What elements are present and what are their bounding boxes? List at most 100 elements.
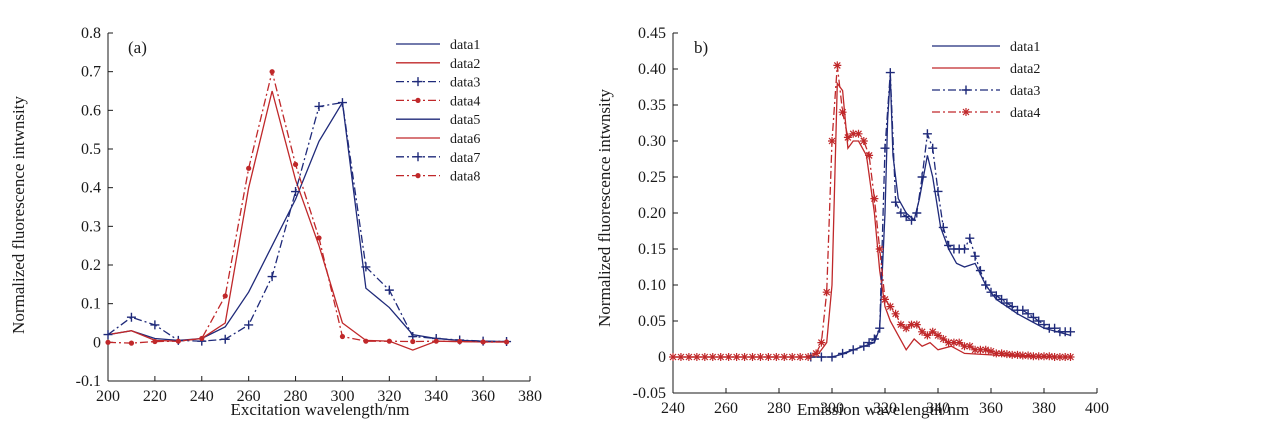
panel-b-series-data2-line — [673, 81, 1071, 358]
panel-b-series-data3-point — [1018, 305, 1028, 315]
panel-b-series-data3-point — [1028, 312, 1038, 322]
panel-a-series-data3-point — [337, 98, 347, 108]
panel-a-series-data4-markers — [105, 69, 510, 346]
panel-a-legend-label-data4: data4 — [450, 94, 480, 109]
panel-b-series-data3-point — [986, 287, 996, 297]
panel-a-axes — [107, 33, 530, 382]
panel-b-series-data3-point — [981, 280, 991, 290]
panel-b-series-data3-point — [875, 323, 885, 333]
panel-b-legend-label-data4: data4 — [1010, 106, 1040, 121]
panel-a-x-tick-label: 280 — [284, 388, 308, 405]
panel-b-series-data4-point — [1002, 350, 1011, 359]
panel-a-x-tick-label: 300 — [330, 388, 354, 405]
panel-b-series-data4-point — [949, 338, 958, 347]
panel-b-series-data4-point — [918, 327, 927, 336]
panel-b-series-data4-point — [1040, 352, 1048, 361]
panel-b-series-data4-point — [833, 61, 842, 70]
panel-a-series-data3-point — [126, 312, 136, 322]
panel-a-series-data4-point — [152, 338, 158, 345]
panel-b-series — [669, 61, 1075, 362]
panel-a-series-data4-point — [339, 333, 346, 340]
panel-b-series-data4-point — [817, 338, 826, 347]
panel-b-series-data4-point — [891, 309, 900, 318]
panel-b-x-tick-label: 340 — [926, 400, 950, 417]
panel-b-series-data3-point — [869, 334, 879, 344]
panel-a-legend-label-data6: data6 — [450, 132, 480, 147]
panel-b-series-data3-point — [864, 338, 874, 348]
chart-panel-b: Normalized fluorescence intwnsity Emissi… — [595, 25, 1109, 419]
panel-b-y-tick-label: 0.15 — [638, 241, 666, 258]
panel-b-series-data4-point — [716, 353, 725, 361]
panel-b-x-tick-label: 320 — [873, 400, 897, 417]
panel-a-series-data2-line — [107, 90, 507, 351]
panel-b-series-data4-point — [944, 338, 953, 347]
panel-b-series-data4-markers — [669, 61, 1075, 361]
panel-a-series-data4-point — [457, 338, 463, 345]
panel-a-series-data4-point — [316, 235, 322, 241]
panel-b-series-data4-point — [780, 353, 789, 361]
panel-b-x-tick-label: 300 — [820, 400, 844, 417]
panel-a-series-data4-point — [480, 339, 486, 345]
panel-a-y-tick-label: 0.6 — [81, 102, 101, 119]
panel-a-y-tick-label: 0.3 — [81, 218, 101, 235]
panel-b-series-data4-point — [870, 194, 879, 203]
panel-a-legend: data1 data2 data3 data4 data5 data6 data7 data8 — [396, 38, 480, 185]
panel-b-legend-label-data3: data3 — [1010, 84, 1040, 99]
panel-b-series-data4-point — [965, 342, 974, 351]
panel-b-series-data3-point — [827, 352, 837, 362]
panel-a-series-data4-line — [107, 71, 507, 344]
panel-b-series-data3-point — [901, 212, 911, 222]
panel-a-legend-marker-data4 — [415, 97, 421, 103]
panel-b-series-data3-markers — [806, 68, 1075, 362]
panel-a-legend-label-data3: data3 — [450, 76, 480, 91]
panel-a-series-data3-point — [267, 272, 277, 282]
panel-a-y-tick-label: 0.1 — [81, 296, 101, 313]
panel-b-series-data3-point — [1050, 323, 1060, 333]
panel-b-legend: data1 data2 data3 data4 — [932, 40, 1040, 121]
panel-a-series-data4-point — [410, 338, 416, 345]
panel-b-series-data3-point — [938, 222, 948, 232]
panel-a-series-data4-point — [246, 165, 252, 171]
panel-b-x-tick-label: 240 — [661, 400, 685, 417]
panel-b-series-data4-point — [881, 295, 889, 304]
panel-a-series-data3-point — [220, 334, 230, 344]
panel-a-y-tick-label: 0.8 — [81, 25, 101, 42]
panel-b-series-data4-point — [955, 338, 964, 347]
panel-b-y-tick-label: 0.20 — [638, 205, 666, 222]
panel-b-series-data3-point — [1007, 302, 1017, 312]
panel-b-series-data3-point — [907, 215, 916, 225]
panel-a-x-tick-label: 380 — [518, 388, 542, 405]
panel-b-series-data3-point — [991, 291, 1001, 301]
panel-b-series-data4-point — [708, 353, 717, 361]
panel-a-series-data3-point — [361, 262, 371, 272]
panel-b-y-tick-label: 0.05 — [638, 313, 666, 330]
panel-b-y-axis-title: Normalized fluorescence intwnsity — [595, 89, 614, 327]
panel-b-y-tick-label: 0.35 — [638, 97, 666, 114]
panel-b-series-data4-point — [849, 129, 858, 138]
panel-a-y-tick-label: 0.5 — [81, 141, 101, 158]
panel-b-series-data4-point — [692, 353, 701, 361]
panel-a-label: (a) — [128, 38, 147, 57]
panel-b-series-data4-point — [1029, 352, 1038, 361]
panel-b-series-data3-point — [891, 197, 901, 207]
panel-b-series-data3-point — [1039, 320, 1049, 330]
panel-a-series-data4-point — [433, 338, 439, 344]
panel-b-series-data4-point — [676, 353, 685, 361]
panel-b-series-data4-point — [1008, 350, 1017, 359]
panel-b-series-data4-point — [812, 349, 821, 358]
panel-a-series — [103, 69, 512, 351]
panel-b-series-data4-point — [907, 320, 916, 329]
panel-a-series-data4-point — [503, 339, 510, 345]
panel-a-series-data4-point — [199, 335, 205, 342]
panel-a-x-tick-label: 220 — [143, 388, 167, 405]
panel-b-series-data4-point — [700, 353, 709, 361]
panel-a-x-tick-label: 260 — [237, 388, 261, 405]
panel-b-series-data4-point — [1018, 351, 1027, 360]
panel-b-series-data3-point — [1002, 298, 1012, 308]
panel-a-legend-label-data8: data8 — [450, 170, 480, 185]
panel-b-series-data4-point — [1013, 350, 1022, 359]
panel-a-legend-marker-data8 — [415, 173, 421, 179]
panel-b-series-data4-point — [865, 151, 874, 160]
chart-panel-a: Normalized fluorescence intwnsity Excita… — [9, 25, 542, 419]
